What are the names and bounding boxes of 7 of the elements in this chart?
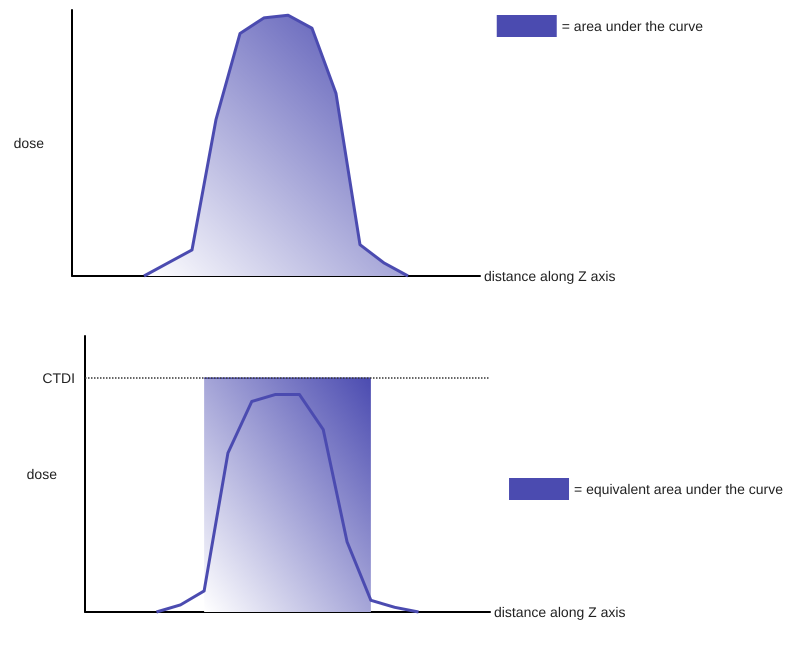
legend-label: = area under the curve — [562, 18, 704, 34]
x-axis-title: distance along Z axis — [484, 268, 616, 284]
x-axis-title: distance along Z axis — [494, 604, 626, 620]
y-axis-title: dose — [14, 135, 44, 151]
ref-line-label: CTDI — [42, 370, 75, 386]
legend-label: = equivalent area under the curve — [574, 481, 784, 497]
y-axis-title: dose — [26, 466, 58, 482]
